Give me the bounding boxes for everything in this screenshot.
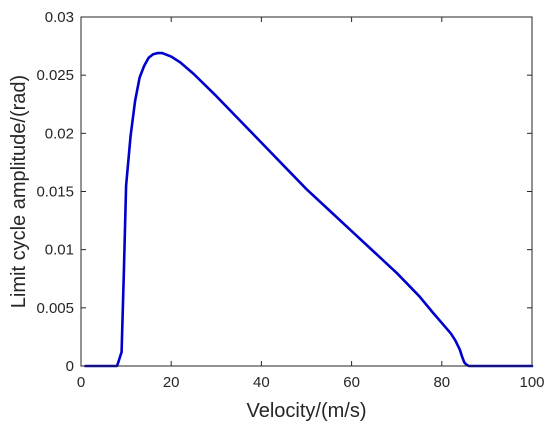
x-tick-label: 100 — [519, 374, 544, 391]
y-tick-label: 0.01 — [45, 242, 74, 259]
y-tick-label: 0.02 — [45, 125, 74, 142]
tick-labels-layer: 0 20 40 60 80 100 0 0.005 0.01 0.015 0.02 0.025 0.03 — [36, 9, 544, 391]
y-tick-label: 0.005 — [36, 300, 74, 317]
series-layer — [84, 51, 534, 368]
y-tick-label: 0.025 — [36, 67, 74, 84]
plot-area — [81, 17, 532, 366]
x-tick-label: 80 — [433, 374, 450, 391]
series-line-0 — [84, 51, 534, 368]
y-tick-label: 0.03 — [45, 9, 74, 26]
x-axis-title: Velocity/(m/s) — [246, 400, 366, 422]
x-tick-label: 60 — [343, 374, 360, 391]
x-tick-label: 0 — [77, 374, 85, 391]
plot-frame — [80, 16, 533, 367]
y-tick-label: 0.015 — [36, 184, 74, 201]
x-tick-label: 40 — [253, 374, 270, 391]
y-axis-title: Limit cycle amplitude/(rad) — [8, 75, 30, 308]
y-tick-label: 0 — [66, 358, 74, 375]
x-tick-label: 20 — [163, 374, 180, 391]
